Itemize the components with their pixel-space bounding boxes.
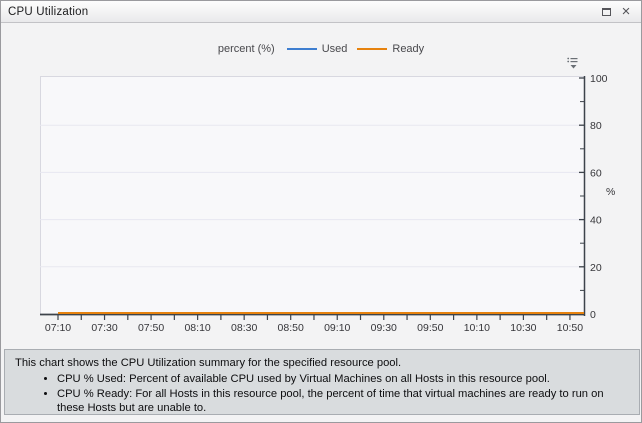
svg-text:10:30: 10:30 [510,322,536,334]
chart-options-icon[interactable] [565,57,581,70]
svg-text:09:10: 09:10 [324,322,350,334]
y-axis-unit-label: % [606,186,615,198]
svg-text:08:50: 08:50 [278,322,304,334]
legend-axis-title: percent (%) [217,43,275,55]
legend-used-line-swatch [286,48,317,50]
svg-text:09:30: 09:30 [371,322,397,334]
close-button[interactable]: × [618,4,634,20]
y-axis: 0 20 40 60 80 100% [579,73,615,321]
title-bar: CPU Utilization × [1,1,641,23]
maximize-button[interactable] [598,4,614,20]
legend-used-label: Used [321,43,348,55]
description-bullet-used: CPU % Used: Percent of available CPU use… [57,372,629,386]
close-icon: × [621,3,631,20]
svg-text:60: 60 [590,167,602,179]
legend-ready-label: Ready [392,43,425,55]
svg-text:08:30: 08:30 [231,322,257,334]
svg-text:09:50: 09:50 [417,322,443,334]
svg-text:07:30: 07:30 [91,322,117,334]
gridlines [40,124,584,268]
svg-text:10:50: 10:50 [557,322,583,334]
svg-text:80: 80 [590,120,602,132]
chart-svg: 0 20 40 60 80 100% 07:10 07:30 07:50 08:10 08:30 08… [40,73,615,334]
plot-area [40,76,584,314]
svg-text:40: 40 [590,215,602,227]
description-bullet-list: CPU % Used: Percent of available CPU use… [15,372,629,414]
chart-description-box: This chart shows the CPU Utilization sum… [4,349,640,415]
svg-text:07:50: 07:50 [138,322,164,334]
description-bullet-ready: CPU % Ready: For all Hosts in this resou… [57,387,629,414]
legend-ready-line-swatch [357,48,388,50]
svg-text:08:10: 08:10 [184,322,210,334]
description-intro: This chart shows the CPU Utilization sum… [15,357,402,369]
svg-text:10:10: 10:10 [464,322,490,334]
x-axis: 07:10 07:30 07:50 08:10 08:30 08:50 09:10 09:30… [40,313,584,334]
svg-text:20: 20 [590,262,602,274]
svg-text:0: 0 [590,309,596,321]
svg-text:07:10: 07:10 [45,322,71,334]
chart-legend: percent (%) Used Ready [1,43,641,55]
maximize-icon [601,7,611,16]
plot-border [40,76,584,314]
window-title: CPU Utilization [8,5,89,18]
svg-text:100: 100 [590,73,608,85]
